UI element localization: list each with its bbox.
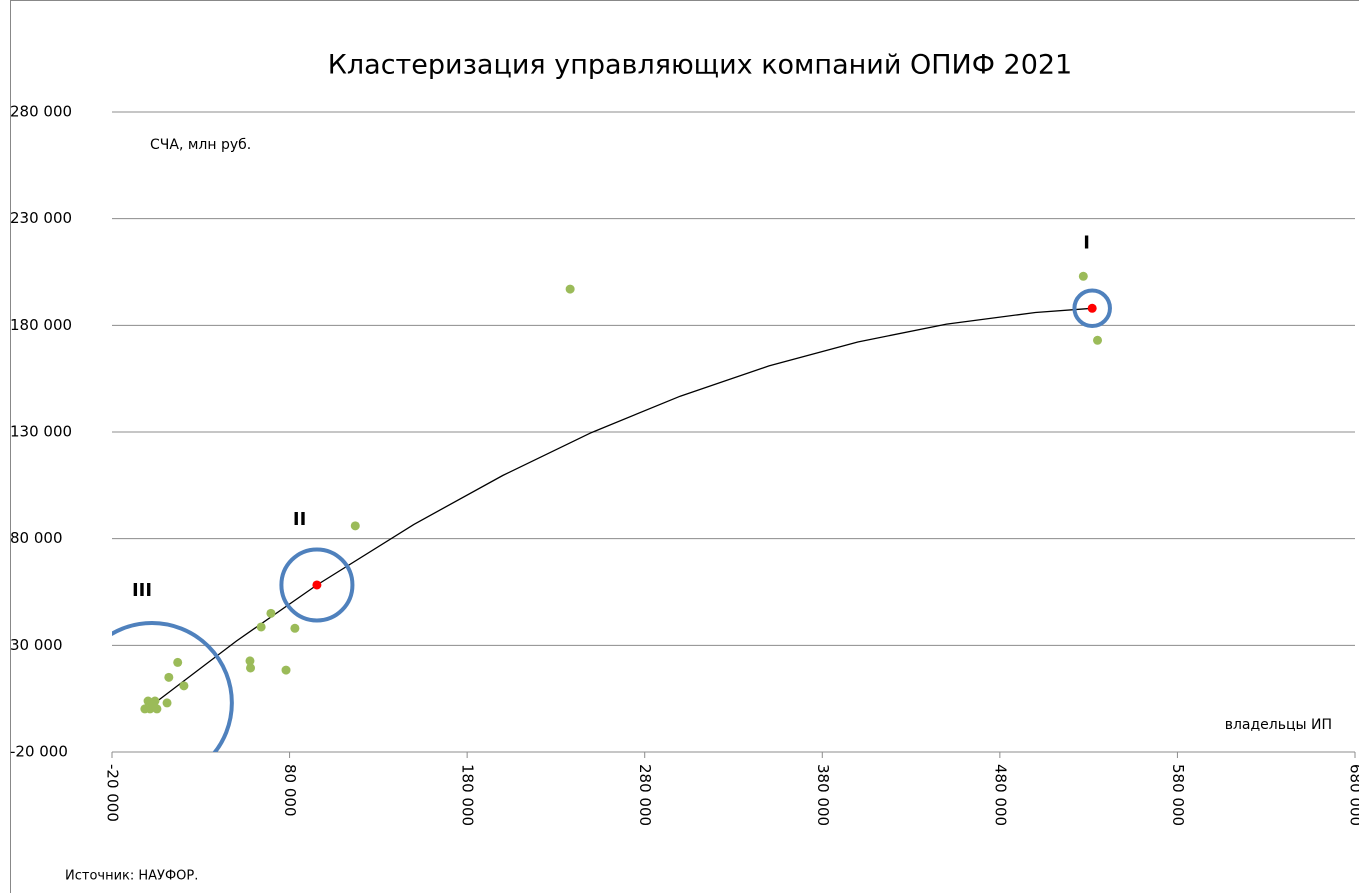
x-tick-label: 380 000 xyxy=(814,764,832,826)
data-point xyxy=(245,656,255,666)
cluster-label: II xyxy=(293,509,306,530)
y-tick-label: 280 000 xyxy=(10,103,72,121)
cluster-circle xyxy=(112,621,234,752)
x-tick-label: 680 000 xyxy=(1347,764,1359,826)
data-point xyxy=(1078,271,1088,281)
x-tick-label: -20 000 xyxy=(104,764,122,822)
data-point xyxy=(164,672,174,682)
cluster-circle xyxy=(279,547,355,623)
trend-line xyxy=(151,307,1093,706)
data-point xyxy=(246,663,256,673)
x-axis-label: владельцы ИП xyxy=(1225,717,1332,733)
data-point xyxy=(173,657,183,667)
data-point xyxy=(312,580,322,590)
x-tick-label: 580 000 xyxy=(1169,764,1187,826)
chart-frame xyxy=(10,0,1359,893)
data-point xyxy=(179,681,189,691)
data-point xyxy=(290,623,300,633)
data-point xyxy=(1087,303,1097,313)
cluster-label: III xyxy=(132,580,152,601)
y-tick-label: 80 000 xyxy=(10,529,63,547)
y-axis-label: СЧА, млн руб. xyxy=(150,137,251,153)
data-point xyxy=(565,284,575,294)
y-tick-label: -20 000 xyxy=(10,743,68,761)
x-tick-label: 280 000 xyxy=(636,764,654,826)
x-tick-label: 180 000 xyxy=(459,764,477,826)
cluster-circle xyxy=(1072,288,1112,329)
data-point xyxy=(281,665,291,675)
x-tick-label: 80 000 xyxy=(281,764,299,817)
source-note: Источник: НАУФОР. xyxy=(65,869,198,884)
y-tick-label: 230 000 xyxy=(10,209,72,227)
y-tick-label: 130 000 xyxy=(10,423,72,441)
data-point xyxy=(256,622,266,632)
data-point xyxy=(148,700,158,710)
x-tick-label: 480 000 xyxy=(991,764,1009,826)
data-point xyxy=(162,698,172,708)
plot-area xyxy=(112,271,1112,752)
y-tick-label: 30 000 xyxy=(10,636,63,654)
y-tick-label: 180 000 xyxy=(10,316,72,334)
data-point xyxy=(140,704,150,714)
chart-title: Кластеризация управляющих компаний ОПИФ … xyxy=(328,50,1073,81)
cluster-label: I xyxy=(1083,232,1090,253)
data-point xyxy=(1093,335,1103,345)
data-point xyxy=(266,608,276,618)
data-point xyxy=(350,521,360,531)
